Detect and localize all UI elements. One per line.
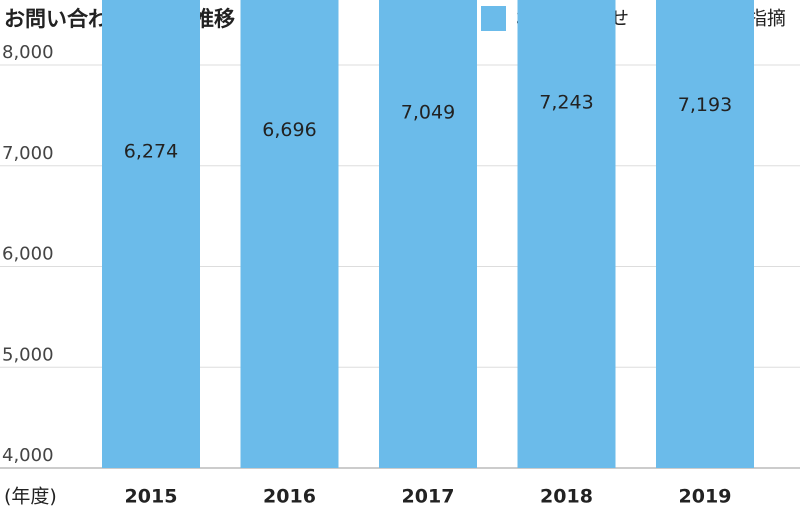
bar-segment [102,0,200,469]
value-label: 6,274 [124,140,178,162]
x-tick-label: 2019 [679,486,732,508]
value-label: 6,696 [262,119,316,141]
x-tick-label: 2015 [125,486,178,508]
value-label: 7,193 [678,94,732,116]
x-tick-label: 2018 [540,486,593,508]
y-tick-label: 6,000 [2,244,54,265]
bar-segment [656,0,754,468]
x-tick-label: 2017 [402,486,455,508]
y-tick-label: 5,000 [2,344,54,365]
value-label: 7,049 [401,101,455,123]
x-tick-label: 2016 [263,486,316,508]
bar-segment [240,0,339,469]
x-axis-label: (年度) [4,486,57,508]
y-tick-label: 8,000 [2,42,54,63]
bar-segment [379,0,477,469]
y-tick-label: 7,000 [2,143,54,164]
value-label: 7,243 [539,92,593,114]
legend-swatch [481,6,506,31]
y-tick-label: 4,000 [2,445,54,466]
bar-segment [517,0,616,468]
